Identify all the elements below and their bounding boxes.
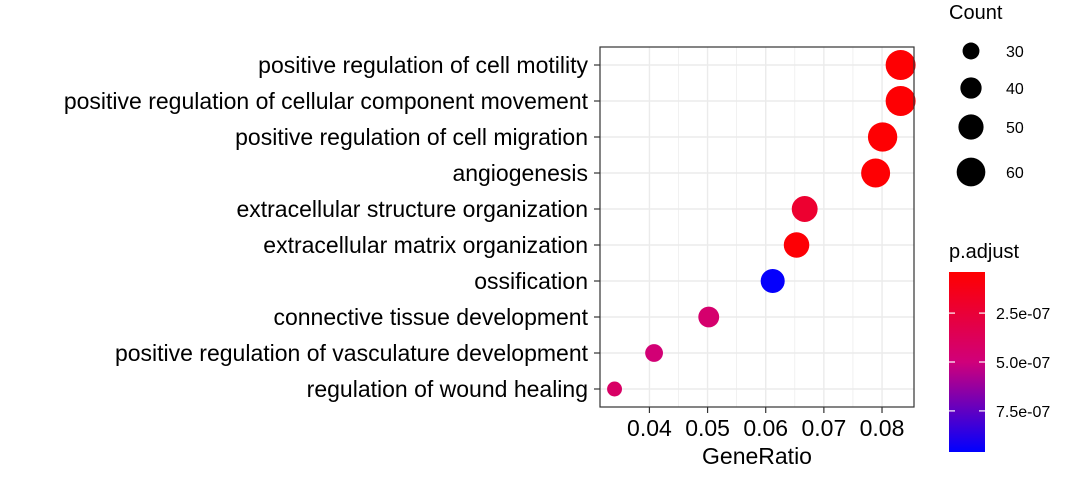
data-points [607,50,916,397]
color-legend: 2.5e-07 5.0e-07 7.5e-07 [949,306,1050,421]
data-point [885,50,916,80]
y-tick-label: positive regulation of cell migration [235,124,588,150]
size-legend-label: 40 [1006,81,1024,98]
data-point [791,196,818,222]
x-tick-label: 0.08 [860,415,905,441]
x-tick-label: 0.04 [627,415,672,441]
data-point [861,158,891,188]
y-tick-label: ossification [474,268,588,294]
data-point [783,232,810,258]
y-tick-label: positive regulation of cellular componen… [64,88,589,114]
y-axis: positive regulation of cell motility posi… [64,52,600,402]
y-tick-label: angiogenesis [452,160,588,186]
size-legend-key [962,42,980,60]
size-legend-label: 60 [1006,165,1024,182]
x-axis: 0.04 0.05 0.06 0.07 0.08 [627,407,904,441]
color-legend-label: 2.5e-07 [996,306,1050,323]
size-legend-title: Count [949,2,1003,24]
y-tick-label: positive regulation of vasculature devel… [115,340,589,366]
size-legend-key [960,77,982,99]
y-tick-label: extracellular matrix organization [263,232,588,258]
y-tick-label: connective tissue development [273,304,588,330]
plot-panel-border [599,46,915,408]
x-tick-label: 0.05 [685,415,730,441]
x-tick-label: 0.06 [743,415,788,441]
y-tick-label: regulation of wound healing [307,376,588,402]
x-tick-label: 0.07 [801,415,846,441]
data-point [885,86,916,116]
data-point [607,381,622,397]
size-legend-key [958,114,984,140]
color-legend-label: 5.0e-07 [996,355,1050,372]
data-point [645,344,663,362]
size-legend-label: 50 [1006,120,1024,137]
x-axis-title: GeneRatio [702,443,812,469]
y-tick-label: extracellular structure organization [236,196,588,222]
size-legend-label: 30 [1006,44,1024,61]
data-point [698,306,720,328]
y-tick-label: positive regulation of cell motility [258,52,588,78]
size-legend: 30 40 50 60 [956,42,1024,187]
data-point [867,122,898,152]
size-legend-key [956,157,986,187]
data-point [760,268,785,294]
color-legend-label: 7.5e-07 [996,404,1050,421]
color-legend-title: p.adjust [949,241,1019,263]
